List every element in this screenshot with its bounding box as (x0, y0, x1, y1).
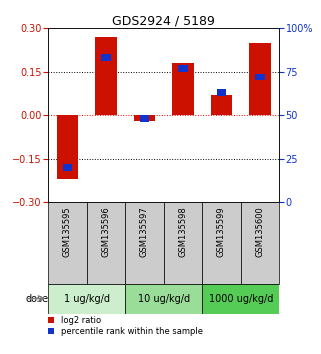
Bar (87, 202, 125, 284)
Bar (178, 65, 187, 72)
Text: GSM135599: GSM135599 (217, 206, 226, 257)
Bar (256, 74, 265, 80)
Text: GSM135596: GSM135596 (101, 206, 110, 257)
Bar (241, 202, 279, 284)
Bar (101, 55, 110, 61)
Bar (140, 115, 149, 122)
Bar (63, 164, 72, 171)
Bar (164, 202, 202, 284)
Bar (125, 202, 164, 284)
Bar (172, 63, 194, 115)
Text: dose: dose (25, 293, 48, 304)
Text: GSM135600: GSM135600 (256, 206, 265, 257)
Bar (95, 37, 117, 115)
Bar (125, 284, 202, 314)
Text: GSM135595: GSM135595 (63, 206, 72, 257)
Bar (249, 43, 271, 115)
Bar (202, 202, 241, 284)
Bar (211, 95, 232, 115)
Bar (48, 284, 125, 314)
Text: 1000 ug/kg/d: 1000 ug/kg/d (209, 293, 273, 304)
Bar (134, 115, 155, 121)
Bar (57, 115, 78, 179)
Legend: log2 ratio, percentile rank within the sample: log2 ratio, percentile rank within the s… (48, 316, 203, 336)
Text: 1 ug/kg/d: 1 ug/kg/d (64, 293, 110, 304)
Bar (202, 284, 279, 314)
Bar (48, 202, 87, 284)
Text: 10 ug/kg/d: 10 ug/kg/d (138, 293, 190, 304)
Text: GSM135597: GSM135597 (140, 206, 149, 257)
Title: GDS2924 / 5189: GDS2924 / 5189 (112, 14, 215, 27)
Text: GSM135598: GSM135598 (178, 206, 187, 257)
Bar (217, 89, 226, 96)
